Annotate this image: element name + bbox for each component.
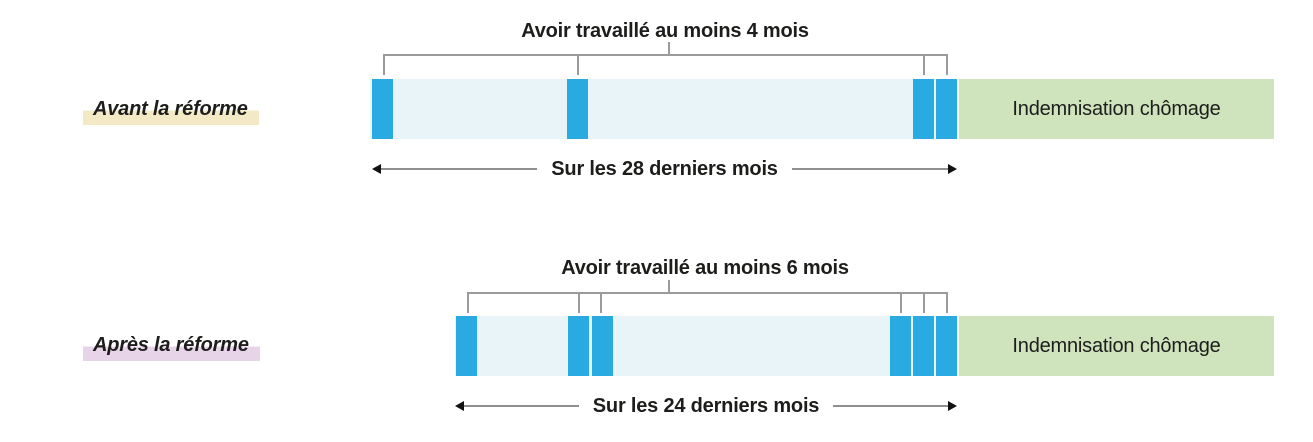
duration-label: Sur les 24 derniers mois: [592, 394, 820, 417]
work-period-bar: [455, 316, 958, 376]
work-period-bar: [370, 79, 958, 139]
duration-label: Sur les 28 derniers mois: [551, 157, 778, 180]
arrow-line: [381, 168, 538, 170]
worked-month-segment: [372, 79, 393, 139]
worked-month-segment: [568, 316, 589, 376]
bracket-tick-down: [946, 294, 948, 313]
bracket-tick-down: [923, 56, 925, 75]
worked-month-segment: [890, 316, 911, 376]
bracket-tick-down: [467, 294, 469, 313]
arrow-line: [791, 168, 949, 170]
worked-month-segment: [913, 79, 934, 139]
benefit-box: Indemnisation chômage: [959, 316, 1274, 376]
arrowhead-right-icon: [948, 401, 958, 411]
reform-label: Avant la réforme: [83, 96, 259, 125]
worked-month-segment: [567, 79, 588, 139]
benefit-box: Indemnisation chômage: [959, 79, 1274, 139]
duration-arrow: Sur les 28 derniers mois: [372, 157, 958, 180]
arrow-line: [464, 405, 579, 407]
bracket-line: [383, 54, 948, 56]
bracket-tick-down: [578, 294, 580, 313]
condition-label: Avoir travaillé au moins 4 mois: [521, 20, 809, 42]
bracket-tick-down: [923, 294, 925, 313]
bracket-tick-down: [946, 56, 948, 75]
benefit-label: Indemnisation chômage: [1012, 97, 1221, 120]
arrowhead-left-icon: [455, 401, 464, 411]
bracket-tick-down: [900, 294, 902, 313]
benefit-label: Indemnisation chômage: [1012, 334, 1221, 357]
arrow-line: [833, 405, 949, 407]
worked-month-segment: [936, 79, 957, 139]
bracket-line: [467, 292, 948, 294]
worked-month-segment: [592, 316, 613, 376]
duration-arrow: Sur les 24 derniers mois: [455, 394, 958, 417]
bracket-tick-up: [668, 42, 670, 54]
condition-label: Avoir travaillé au moins 6 mois: [561, 257, 849, 279]
bracket-tick-down: [383, 56, 385, 75]
bracket-tick-down: [577, 56, 579, 75]
arrowhead-left-icon: [372, 164, 381, 174]
bracket-tick-up: [668, 280, 670, 292]
arrowhead-right-icon: [948, 164, 958, 174]
reform-label: Après la réforme: [83, 332, 260, 361]
worked-month-segment: [913, 316, 934, 376]
bracket-tick-down: [600, 294, 602, 313]
worked-month-segment: [936, 316, 957, 376]
worked-month-segment: [456, 316, 477, 376]
